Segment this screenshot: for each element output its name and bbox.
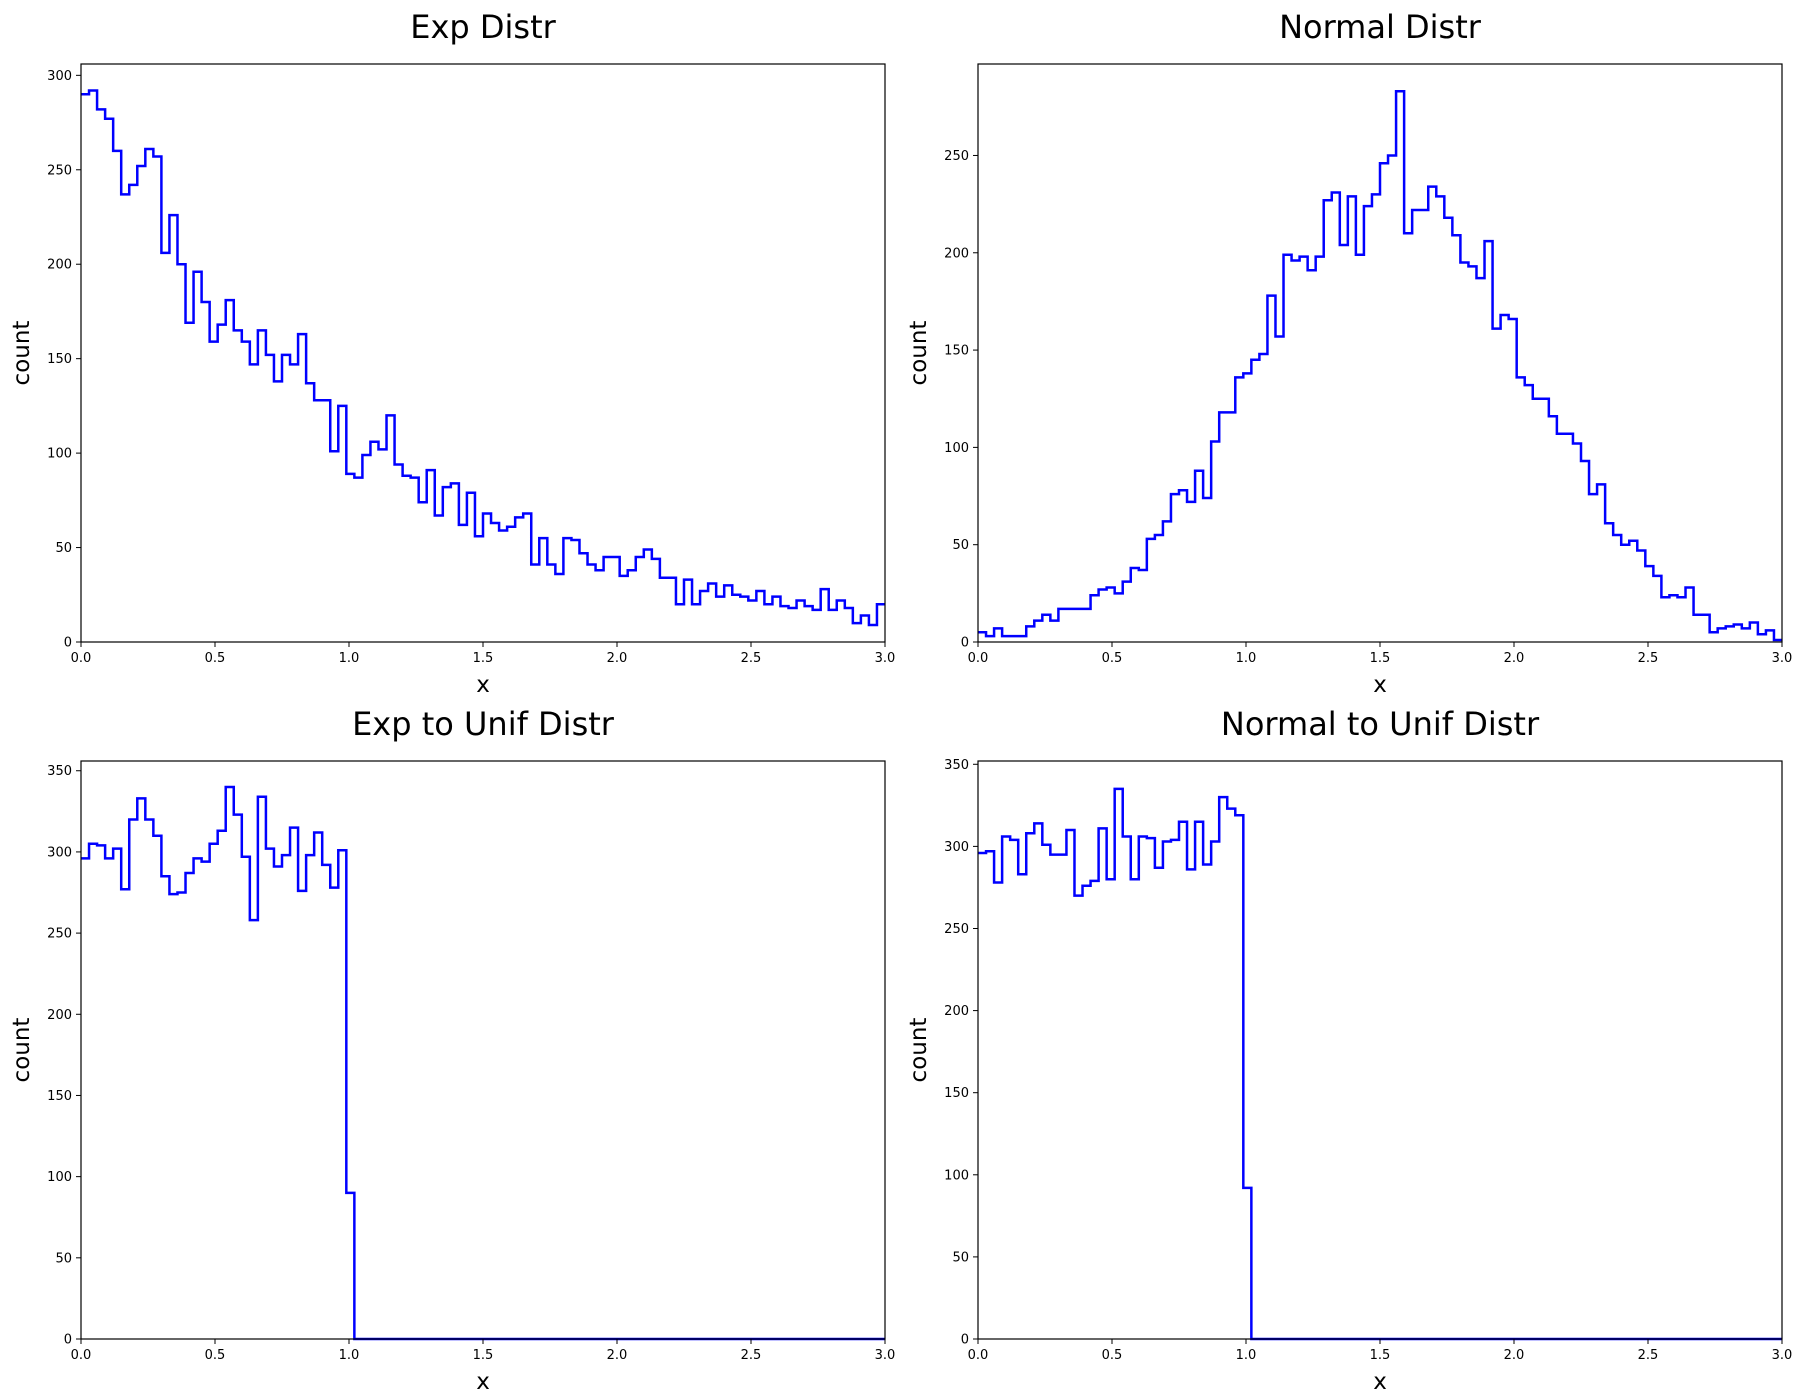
y-tick-label: 100 xyxy=(47,1170,72,1185)
x-tick-label: 0.5 xyxy=(1102,1348,1123,1363)
y-tick-label: 200 xyxy=(47,258,72,273)
x-tick-label: 3.0 xyxy=(875,651,896,666)
x-tick-label: 1.0 xyxy=(1236,1348,1257,1363)
y-tick-label: 350 xyxy=(944,758,969,773)
y-tick-label: 300 xyxy=(47,69,72,84)
x-tick-label: 2.5 xyxy=(1638,651,1659,666)
x-tick-label: 2.5 xyxy=(741,651,762,666)
x-tick-label: 3.0 xyxy=(1772,651,1793,666)
x-tick-label: 1.0 xyxy=(339,1348,360,1363)
y-tick-label: 350 xyxy=(47,764,72,779)
x-tick-label: 3.0 xyxy=(1772,1348,1793,1363)
x-tick-label: 1.5 xyxy=(1370,651,1391,666)
chart-title: Normal to Unif Distr xyxy=(1221,705,1540,743)
y-tick-label: 50 xyxy=(952,538,969,553)
chart-panel-2: 0.0 0.5 1.0 1.5 2.0 2.5 3.0 0 50 100 150 200 250 Norm… xyxy=(906,8,1792,698)
y-axis-label: count xyxy=(9,321,35,386)
histogram-step-line xyxy=(81,89,885,627)
chart-panel-3: 0.0 0.5 1.0 1.5 2.0 2.5 3.0 0 50 100 150 200 250 300 3… xyxy=(9,705,895,1395)
y-axis-label: count xyxy=(906,1018,932,1083)
y-tick-label: 250 xyxy=(944,922,969,937)
histogram-step-line xyxy=(978,90,1782,642)
y-tick-label: 200 xyxy=(944,1004,969,1019)
y-tick-label: 250 xyxy=(47,927,72,942)
y-tick-label: 150 xyxy=(944,1086,969,1101)
chart-panel-1: 0.0 0.5 1.0 1.5 2.0 2.5 3.0 0 50 100 150 200 250 300 E… xyxy=(9,8,895,698)
x-tick-label: 0.0 xyxy=(71,1348,92,1363)
x-tick-label: 0.0 xyxy=(968,1348,989,1363)
x-axis-label: x xyxy=(476,1369,490,1395)
x-tick-label: 1.0 xyxy=(1236,651,1257,666)
x-tick-label: 2.0 xyxy=(1504,651,1525,666)
x-tick-label: 2.0 xyxy=(1504,1348,1525,1363)
x-axis-label: x xyxy=(476,672,490,698)
x-tick-label: 0.5 xyxy=(205,651,226,666)
y-tick-label: 0 xyxy=(961,1333,969,1348)
y-tick-label: 150 xyxy=(944,344,969,359)
y-tick-label: 100 xyxy=(944,1168,969,1183)
x-tick-label: 1.0 xyxy=(339,651,360,666)
y-tick-label: 300 xyxy=(47,845,72,860)
y-tick-label: 50 xyxy=(55,541,72,556)
x-tick-label: 3.0 xyxy=(875,1348,896,1363)
y-axis-label: count xyxy=(9,1018,35,1083)
y-tick-label: 200 xyxy=(944,246,969,261)
y-tick-label: 150 xyxy=(47,1089,72,1104)
y-tick-label: 300 xyxy=(944,840,969,855)
x-tick-label: 0.0 xyxy=(968,651,989,666)
y-tick-label: 250 xyxy=(944,149,969,164)
y-tick-label: 50 xyxy=(952,1250,969,1265)
x-tick-label: 1.5 xyxy=(473,651,494,666)
x-tick-label: 1.5 xyxy=(1370,1348,1391,1363)
x-tick-label: 2.0 xyxy=(607,651,628,666)
x-tick-label: 0.5 xyxy=(1102,651,1123,666)
chart-title: Exp to Unif Distr xyxy=(352,705,615,743)
y-axis-label: count xyxy=(906,321,932,386)
y-tick-label: 0 xyxy=(961,636,969,651)
x-axis-label: x xyxy=(1373,1369,1387,1395)
y-tick-label: 50 xyxy=(55,1251,72,1266)
x-tick-label: 0.0 xyxy=(71,651,92,666)
x-axis-label: x xyxy=(1373,672,1387,698)
y-tick-label: 200 xyxy=(47,1008,72,1023)
x-tick-label: 2.0 xyxy=(607,1348,628,1363)
y-tick-label: 0 xyxy=(64,1333,72,1348)
y-tick-label: 250 xyxy=(47,163,72,178)
y-tick-label: 100 xyxy=(944,441,969,456)
chart-panel-4: 0.0 0.5 1.0 1.5 2.0 2.5 3.0 0 50 100 150 200 250 300 3… xyxy=(906,705,1792,1395)
y-tick-label: 150 xyxy=(47,352,72,367)
x-tick-label: 2.5 xyxy=(741,1348,762,1363)
x-tick-label: 1.5 xyxy=(473,1348,494,1363)
y-tick-label: 100 xyxy=(47,447,72,462)
x-tick-label: 2.5 xyxy=(1638,1348,1659,1363)
x-tick-label: 0.5 xyxy=(205,1348,226,1363)
y-tick-label: 0 xyxy=(64,636,72,651)
chart-title: Exp Distr xyxy=(410,8,556,46)
chart-title: Normal Distr xyxy=(1279,8,1482,46)
